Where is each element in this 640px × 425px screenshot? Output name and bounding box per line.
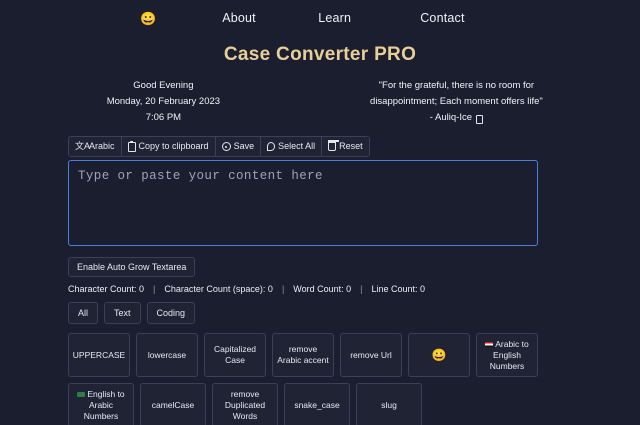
action-grid: UPPERCASE lowercase Capitalized Case rem…	[68, 333, 538, 425]
nav-link-contact[interactable]: Contact	[420, 11, 465, 25]
current-time: 7:06 PM	[145, 112, 182, 123]
info-row: Good Evening Monday, 20 February 2023 7:…	[0, 78, 640, 126]
arabic-button-label: Arabic	[89, 141, 115, 151]
action-remove-arabic-accent[interactable]: remove Arabic accent	[272, 333, 334, 377]
character-count: Character Count: 0	[68, 284, 145, 294]
action-capitalized-case[interactable]: Capitalized Case	[204, 333, 266, 377]
copy-icon[interactable]	[476, 114, 484, 124]
copy-to-clipboard-button[interactable]: Copy to clipboard	[121, 137, 216, 156]
enable-auto-grow-button[interactable]: Enable Auto Grow Textarea	[68, 257, 196, 277]
quote-author-row: - Auliq-Ice	[429, 110, 484, 126]
counter-separator-1: |	[153, 284, 156, 294]
quote-author: - Auliq-Ice	[429, 112, 473, 123]
emoji-icon: 😀	[431, 347, 447, 362]
counter-separator-3: |	[360, 284, 363, 294]
action-row-2: English to Arabic Numbers camelCase remo…	[68, 383, 538, 425]
top-navbar: 😀 About Learn Contact	[0, 0, 640, 36]
translate-icon: 文A	[75, 141, 91, 151]
flag-gb-icon	[77, 391, 86, 397]
brand-emoji-icon[interactable]: 😀	[140, 10, 157, 26]
counters-row: Character Count: 0 | Character Count (sp…	[68, 284, 538, 294]
editor-toolbar: 文A Arabic Copy to clipboard Save Select …	[68, 136, 370, 157]
action-uppercase[interactable]: UPPERCASE	[68, 333, 130, 377]
greeting-text: Good Evening	[133, 80, 194, 91]
quote-line-1: "For the grateful, there is no room for	[378, 80, 535, 91]
select-all-icon	[267, 142, 276, 151]
counter-separator-2: |	[281, 284, 285, 294]
action-slug[interactable]: slug	[356, 383, 422, 425]
action-arabic-to-english-numbers-label: Arabic to English Numbers	[489, 338, 529, 371]
action-remove-url[interactable]: remove Url	[340, 333, 402, 377]
action-remove-duplicated-words[interactable]: remove Duplicated Words	[212, 383, 278, 425]
greeting-block: Good Evening Monday, 20 February 2023 7:…	[30, 78, 297, 126]
word-count: Word Count: 0	[293, 284, 352, 294]
quote-block: "For the grateful, there is no room for …	[297, 78, 610, 126]
nav-link-learn[interactable]: Learn	[318, 11, 352, 25]
action-emoji[interactable]: 😀	[408, 333, 470, 377]
flag-eg-icon	[485, 341, 494, 347]
arabic-button[interactable]: 文A Arabic	[69, 137, 122, 156]
content-textarea[interactable]	[68, 160, 538, 246]
filter-tab-text[interactable]: Text	[104, 302, 141, 324]
action-camelcase[interactable]: camelCase	[140, 383, 206, 425]
reset-button-label: Reset	[339, 141, 363, 151]
filter-tabs: All Text Coding	[68, 302, 538, 324]
filter-tab-all[interactable]: All	[68, 302, 99, 324]
copy-to-clipboard-label: Copy to clipboard	[138, 141, 209, 151]
action-english-to-arabic-numbers-label: English to Arabic Numbers	[83, 388, 125, 421]
save-button-label: Save	[233, 141, 255, 151]
page-title: Case Converter PRO	[223, 44, 417, 65]
filter-tab-coding[interactable]: Coding	[146, 302, 196, 324]
quote-line-2: disappointment; Each moment offers life"	[370, 96, 543, 107]
converter-panel: 文A Arabic Copy to clipboard Save Select …	[68, 136, 538, 425]
clipboard-icon	[127, 140, 136, 152]
current-date: Monday, 20 February 2023	[106, 96, 221, 107]
line-count: Line Count: 0	[371, 284, 426, 294]
save-icon	[221, 142, 231, 151]
nav-link-about[interactable]: About	[222, 11, 256, 25]
action-snake-case[interactable]: snake_case	[284, 383, 350, 425]
trash-icon	[327, 140, 339, 151]
reset-button[interactable]: Reset	[322, 137, 369, 156]
select-all-button[interactable]: Select All	[261, 137, 323, 156]
action-lowercase[interactable]: lowercase	[136, 333, 198, 377]
select-all-label: Select All	[278, 141, 316, 151]
action-row-1: UPPERCASE lowercase Capitalized Case rem…	[68, 333, 538, 377]
action-english-to-arabic-numbers[interactable]: English to Arabic Numbers	[68, 383, 134, 425]
action-arabic-to-english-numbers[interactable]: Arabic to English Numbers	[476, 333, 538, 377]
character-count-space: Character Count (space): 0	[164, 284, 273, 294]
save-button[interactable]: Save	[215, 137, 262, 156]
